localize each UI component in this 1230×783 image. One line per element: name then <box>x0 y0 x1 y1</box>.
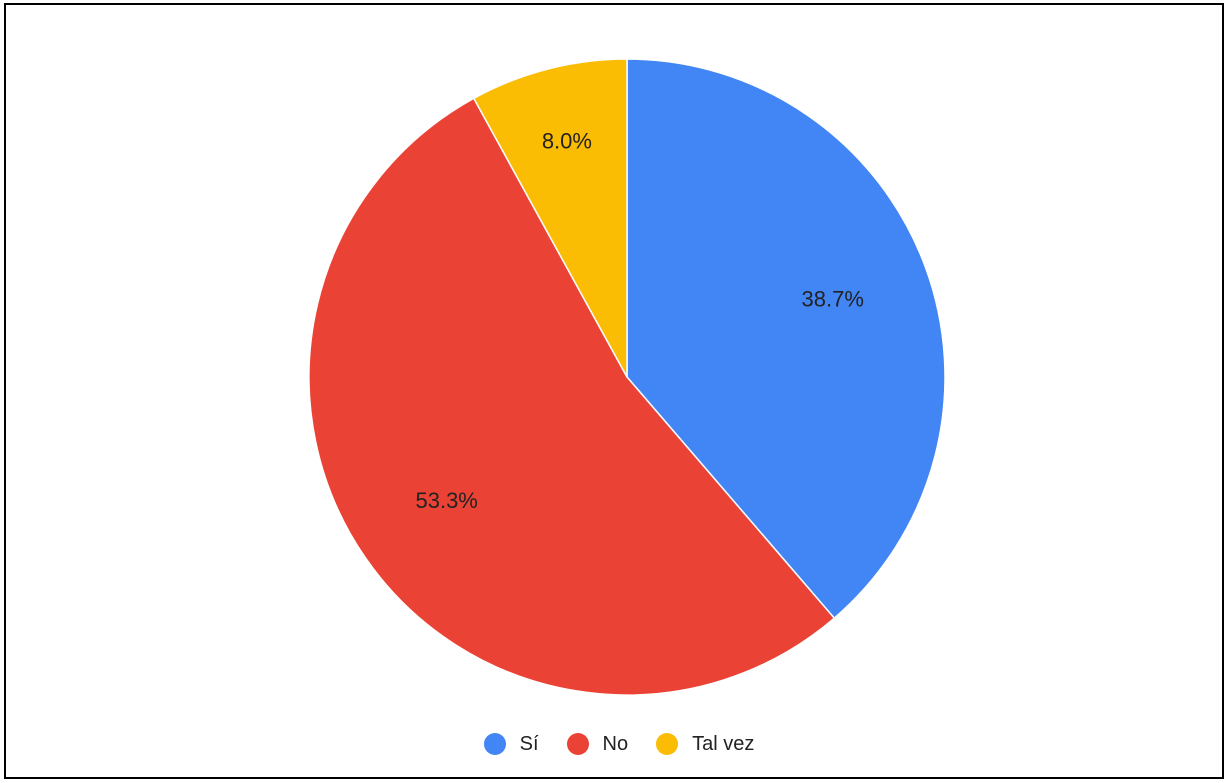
legend-label-0: Sí <box>519 732 539 755</box>
legend-swatch-2 <box>656 733 679 755</box>
pie-chart: 38.7% 53.3% 8.0% <box>308 58 946 696</box>
legend: Sí No Tal vez <box>6 729 1230 759</box>
chart-frame: 38.7% 53.3% 8.0% Sí No Tal vez <box>4 3 1224 779</box>
legend-label-2: Tal vez <box>692 732 755 755</box>
pie-slice-2[interactable] <box>472 58 628 378</box>
legend-item-1[interactable]: No <box>566 732 629 756</box>
legend-label-1: No <box>602 732 629 755</box>
pie-slice-0[interactable] <box>626 58 946 620</box>
legend-swatch-0 <box>483 733 506 755</box>
legend-swatch-1 <box>566 733 589 755</box>
legend-item-0[interactable]: Sí <box>483 732 539 756</box>
slice-label-1: 53.3% <box>415 488 477 513</box>
slice-label-0: 38.7% <box>802 287 864 312</box>
pie-slice-1[interactable] <box>308 97 836 696</box>
legend-item-2[interactable]: Tal vez <box>656 733 754 756</box>
slice-label-2: 8.0% <box>542 129 592 154</box>
